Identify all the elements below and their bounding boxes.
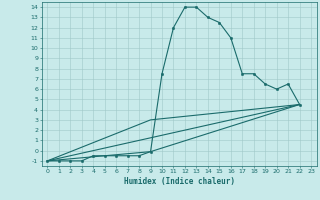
X-axis label: Humidex (Indice chaleur): Humidex (Indice chaleur) xyxy=(124,177,235,186)
